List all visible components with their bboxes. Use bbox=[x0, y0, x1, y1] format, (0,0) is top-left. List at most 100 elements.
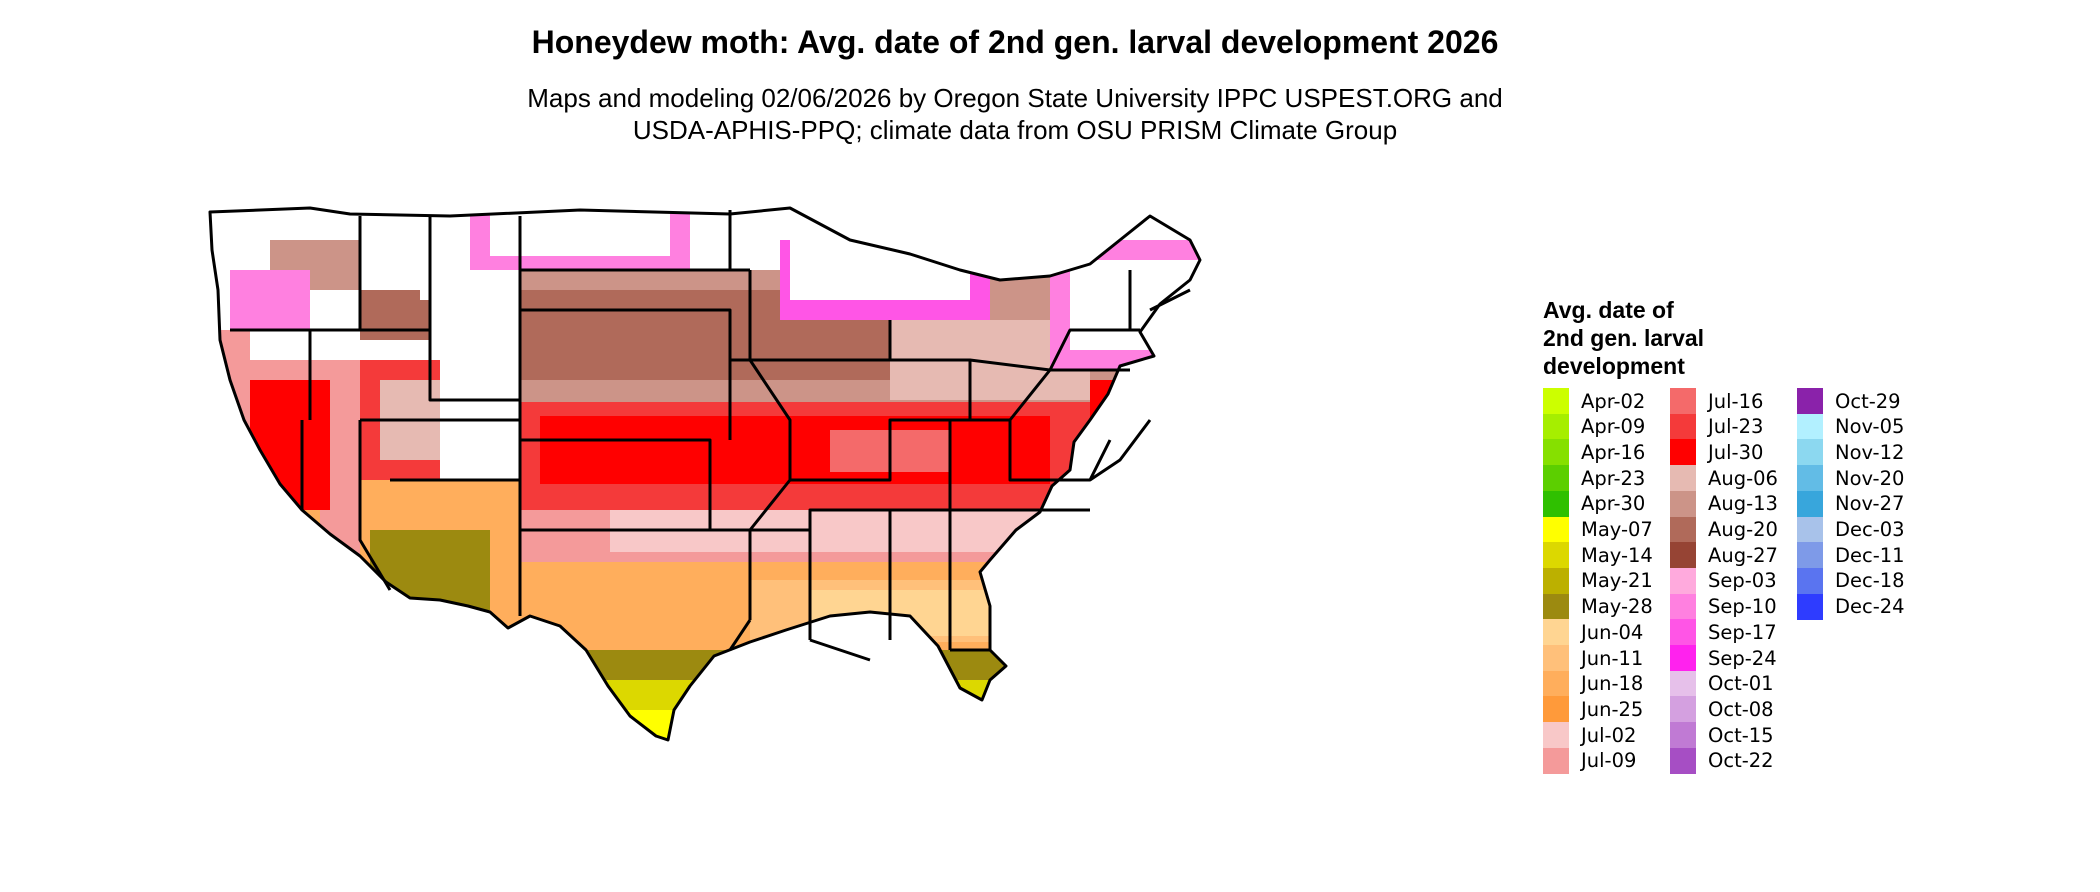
legend-swatch bbox=[1543, 747, 1569, 774]
legend-swatch bbox=[1670, 593, 1696, 620]
legend-item: Aug-13 bbox=[1670, 490, 1778, 517]
legend-item: May-21 bbox=[1543, 567, 1653, 594]
legend-swatch bbox=[1543, 722, 1569, 749]
legend-title-line-2: 2nd gen. larval bbox=[1543, 325, 1705, 351]
legend-item: Apr-23 bbox=[1543, 465, 1646, 492]
legend-item: Oct-29 bbox=[1797, 388, 1901, 414]
legend-item: Jun-04 bbox=[1543, 619, 1644, 646]
legend-item: Jul-23 bbox=[1670, 413, 1764, 440]
legend-label: Jul-16 bbox=[1708, 389, 1764, 413]
legend-swatch bbox=[1670, 542, 1696, 569]
legend-swatch bbox=[1543, 465, 1569, 492]
legend-item: Nov-20 bbox=[1797, 465, 1905, 492]
legend-swatch bbox=[1670, 645, 1696, 671]
legend-label: Dec-18 bbox=[1835, 569, 1905, 593]
legend-item: Apr-16 bbox=[1543, 439, 1646, 466]
legend-label: Sep-17 bbox=[1708, 620, 1777, 644]
legend-label: Jul-23 bbox=[1708, 415, 1764, 439]
legend-swatch bbox=[1670, 567, 1696, 594]
legend-swatch bbox=[1543, 439, 1569, 466]
legend-swatch bbox=[1670, 670, 1696, 697]
legend-item: Sep-17 bbox=[1670, 619, 1777, 646]
legend-swatch bbox=[1543, 490, 1569, 517]
legend-label: Jun-11 bbox=[1581, 646, 1644, 670]
legend-swatch bbox=[1543, 567, 1569, 594]
legend-item: Nov-05 bbox=[1797, 413, 1905, 440]
legend-label: Oct-29 bbox=[1835, 389, 1901, 413]
legend-label: Aug-13 bbox=[1708, 492, 1778, 516]
legend-label: Aug-27 bbox=[1708, 543, 1778, 567]
subtitle-line-2: USDA-APHIS-PPQ; climate data from OSU PR… bbox=[632, 115, 1398, 145]
legend-swatch bbox=[1670, 388, 1696, 414]
legend-item: Apr-09 bbox=[1543, 413, 1646, 440]
legend-item: Nov-12 bbox=[1797, 439, 1905, 466]
legend-item: Aug-06 bbox=[1670, 465, 1778, 492]
legend-item: Jun-25 bbox=[1543, 696, 1644, 723]
legend-label: Nov-05 bbox=[1835, 415, 1905, 439]
legend-item: Sep-10 bbox=[1670, 593, 1777, 620]
legend-label: Oct-01 bbox=[1708, 672, 1774, 696]
legend-label: Apr-16 bbox=[1581, 440, 1646, 464]
legend-item: Sep-03 bbox=[1670, 567, 1777, 594]
legend-label: Aug-20 bbox=[1708, 518, 1778, 541]
legend-item: Jul-02 bbox=[1543, 722, 1637, 749]
legend-swatch bbox=[1670, 619, 1696, 646]
legend-item: May-28 bbox=[1543, 593, 1653, 620]
subtitle-line-1: Maps and modeling 02/06/2026 by Oregon S… bbox=[527, 83, 1503, 113]
legend-swatch bbox=[1543, 645, 1569, 671]
legend-swatch bbox=[1670, 413, 1696, 440]
legend-item: Jul-16 bbox=[1670, 388, 1763, 414]
legend-label: Sep-03 bbox=[1708, 569, 1777, 593]
map-subtitle: Maps and modeling 02/06/2026 by Oregon S… bbox=[290, 82, 1740, 146]
legend-swatch bbox=[1670, 696, 1696, 723]
legend-swatch bbox=[1670, 722, 1696, 749]
legend-swatch bbox=[1543, 388, 1569, 414]
legend-item: May-07 bbox=[1543, 516, 1653, 543]
legend-swatch bbox=[1797, 567, 1823, 594]
legend-item: Dec-11 bbox=[1797, 542, 1905, 569]
legend-swatch bbox=[1797, 388, 1823, 414]
legend-label: Jun-18 bbox=[1581, 672, 1644, 696]
legend-label: Oct-15 bbox=[1708, 723, 1774, 747]
legend-swatch bbox=[1797, 542, 1823, 569]
legend-swatch bbox=[1670, 516, 1696, 543]
legend-label: Apr-23 bbox=[1581, 466, 1646, 490]
legend-swatch bbox=[1543, 619, 1569, 646]
legend-label: Apr-09 bbox=[1581, 415, 1646, 439]
legend-label: Jun-25 bbox=[1581, 697, 1644, 721]
legend-label: Dec-11 bbox=[1835, 543, 1905, 567]
legend-label: Oct-22 bbox=[1708, 749, 1774, 773]
legend-item: Aug-27 bbox=[1670, 542, 1778, 569]
legend-item: Oct-15 bbox=[1670, 722, 1774, 749]
legend-swatch bbox=[1797, 490, 1823, 517]
legend-item: Jun-11 bbox=[1543, 645, 1643, 671]
legend-swatch bbox=[1543, 696, 1569, 723]
legend-label: Sep-24 bbox=[1708, 646, 1777, 670]
legend-label: Jul-30 bbox=[1708, 440, 1764, 464]
us-map bbox=[208, 206, 1202, 742]
map-title: Honeydew moth: Avg. date of 2nd gen. lar… bbox=[531, 24, 1499, 60]
legend-item: Apr-02 bbox=[1543, 388, 1645, 414]
legend-swatch bbox=[1543, 670, 1569, 697]
legend-item: Aug-20 bbox=[1670, 516, 1778, 543]
legend-label: Jul-09 bbox=[1581, 749, 1637, 773]
legend-item: Jul-30 bbox=[1670, 439, 1764, 466]
legend-label: Nov-12 bbox=[1835, 440, 1905, 464]
legend-item: Jun-18 bbox=[1543, 670, 1644, 697]
legend-title: Avg. date of 2nd gen. larval development bbox=[1543, 296, 1803, 380]
legend-item: Dec-18 bbox=[1797, 567, 1905, 594]
legend-swatch bbox=[1797, 465, 1823, 492]
legend-item: Dec-03 bbox=[1797, 516, 1905, 543]
legend-swatch bbox=[1797, 516, 1823, 543]
legend-swatch bbox=[1670, 465, 1696, 492]
legend-label: May-07 bbox=[1581, 518, 1653, 541]
legend-label: May-28 bbox=[1581, 595, 1653, 619]
legend-label: Jun-04 bbox=[1581, 620, 1644, 644]
legend-label: Apr-02 bbox=[1581, 389, 1646, 413]
legend-item: Oct-08 bbox=[1670, 696, 1774, 723]
legend-title-line-3: development bbox=[1543, 353, 1685, 379]
legend-label: Jul-02 bbox=[1581, 723, 1637, 747]
legend-item: Sep-24 bbox=[1670, 645, 1777, 671]
legend-item: Oct-01 bbox=[1670, 670, 1774, 697]
legend-label: Nov-20 bbox=[1835, 466, 1905, 490]
